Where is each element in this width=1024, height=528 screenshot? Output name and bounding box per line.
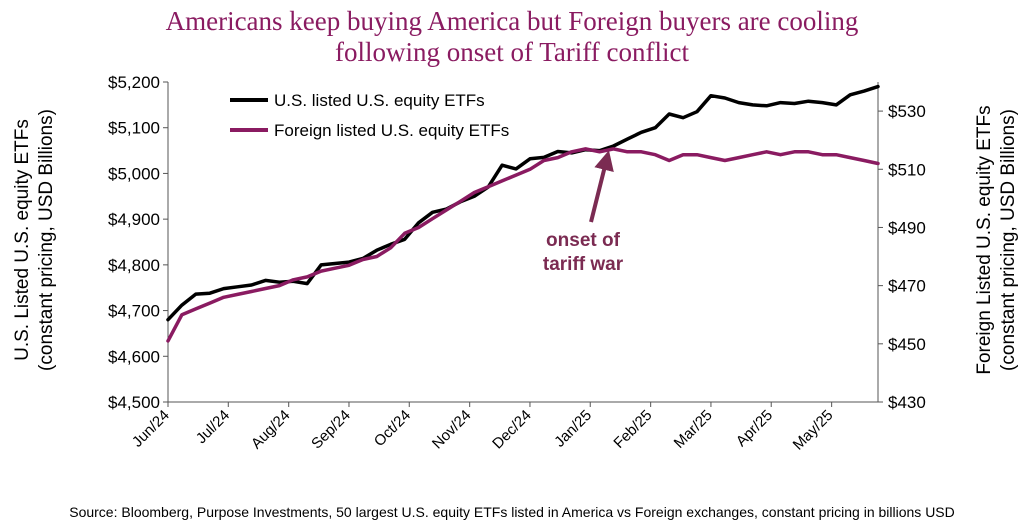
x-tick-label: Sep/24: [308, 407, 354, 453]
right-axis-title-line-2: (constant pricing, USD Billions): [998, 109, 1019, 371]
x-tick-label: Aug/24: [248, 407, 294, 453]
left-tick-label: $5,100: [108, 119, 160, 138]
x-tick-label: Nov/24: [429, 407, 475, 453]
x-tick-label: Dec/24: [489, 407, 535, 453]
left-axis-title-line-1: U.S. Listed U.S. equity ETFs: [12, 119, 33, 361]
left-tick-label: $4,900: [108, 210, 160, 229]
x-tick-label: Apr/25: [733, 407, 776, 450]
right-tick-label: $530: [888, 102, 926, 121]
right-tick-label: $510: [888, 160, 926, 179]
series-line-foreign-listed: [166, 147, 880, 343]
chart-title-line-2: following onset of Tariff conflict: [334, 37, 690, 67]
x-tick-label: May/25: [790, 407, 837, 454]
right-tick-label: $450: [888, 335, 926, 354]
left-tick-label: $4,800: [108, 256, 160, 275]
x-tick-label: Jun/24: [129, 407, 173, 451]
annotation-arrow: [589, 150, 614, 223]
left-tick-label: $5,000: [108, 164, 160, 183]
x-tick-label: Mar/25: [671, 407, 716, 452]
annotation-text-line-2: tariff war: [543, 254, 624, 275]
legend-label-foreign: Foreign listed U.S. equity ETFs: [274, 121, 509, 140]
series-lines: [166, 84, 880, 343]
right-axis-title-line-1: Foreign Listed U.S. equity ETFs: [974, 105, 995, 374]
left-tick-label: $5,200: [108, 73, 160, 92]
x-tick-label: Jul/24: [193, 407, 233, 447]
left-axis-title-line-2: (constant pricing, USD Billions): [36, 109, 57, 371]
x-tick-label: Feb/25: [610, 407, 655, 452]
left-tick-label: $4,700: [108, 302, 160, 321]
legend-label-us: U.S. listed U.S. equity ETFs: [274, 91, 485, 110]
annotation-text-line-1: onset of: [546, 230, 621, 251]
right-tick-label: $490: [888, 218, 926, 237]
x-tick-label: Oct/24: [371, 407, 414, 450]
legend: U.S. listed U.S. equity ETFs Foreign list…: [230, 91, 509, 140]
annotation-group: onset of tariff war: [543, 150, 624, 275]
x-tick-label: Jan/25: [551, 407, 595, 451]
right-tick-label: $470: [888, 277, 926, 296]
left-tick-label: $4,500: [108, 393, 160, 412]
right-tick-label: $430: [888, 393, 926, 412]
left-tick-label: $4,600: [108, 347, 160, 366]
chart-title: Americans keep buying America but Foreig…: [0, 6, 1024, 68]
axes-group: $4,500 $4,600 $4,700 $4,800 $4,900 $5,000 $5,1…: [12, 73, 1019, 454]
chart-title-line-1: Americans keep buying America but Foreig…: [165, 6, 859, 36]
source-note: Source: Bloomberg, Purpose Investments, …: [69, 504, 955, 520]
